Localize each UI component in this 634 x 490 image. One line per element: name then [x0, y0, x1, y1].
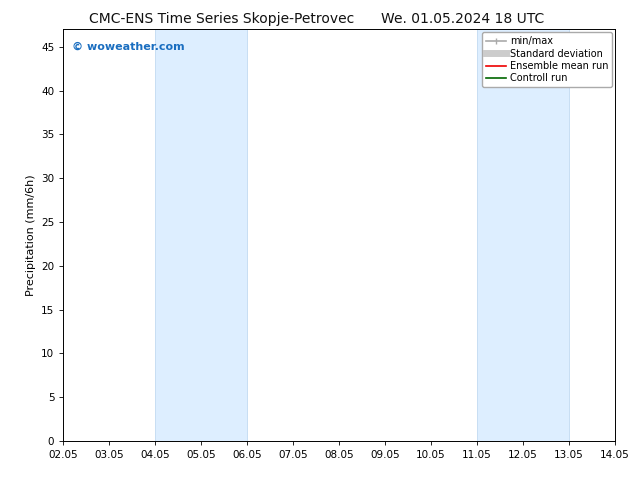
Bar — [477, 29, 569, 441]
Text: © woweather.com: © woweather.com — [72, 42, 184, 52]
Bar — [155, 29, 247, 441]
Y-axis label: Precipitation (mm/6h): Precipitation (mm/6h) — [25, 174, 36, 296]
Legend: min/max, Standard deviation, Ensemble mean run, Controll run: min/max, Standard deviation, Ensemble me… — [482, 32, 612, 87]
Text: We. 01.05.2024 18 UTC: We. 01.05.2024 18 UTC — [381, 12, 545, 26]
Text: CMC-ENS Time Series Skopje-Petrovec: CMC-ENS Time Series Skopje-Petrovec — [89, 12, 354, 26]
